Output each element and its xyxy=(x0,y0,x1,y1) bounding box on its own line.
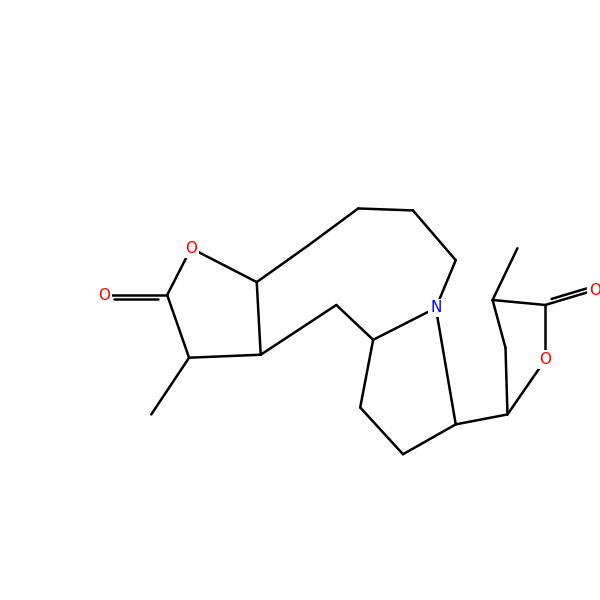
Text: N: N xyxy=(430,301,442,316)
Text: O: O xyxy=(539,352,551,367)
Text: O: O xyxy=(185,241,197,256)
Text: O: O xyxy=(589,283,600,298)
Text: O: O xyxy=(98,287,110,302)
